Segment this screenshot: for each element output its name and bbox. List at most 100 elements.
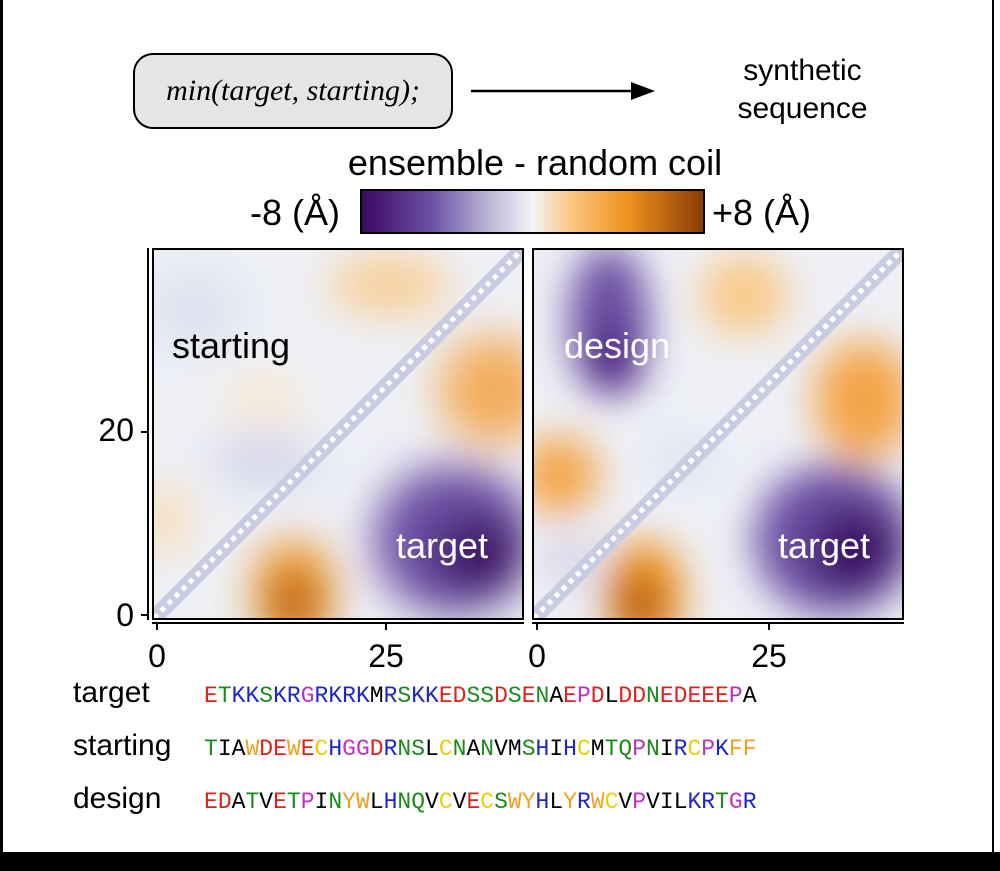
residue: R [673, 736, 688, 762]
x-axis-line-right [532, 622, 904, 624]
function-call-box: min(target, starting); [133, 53, 453, 129]
heatmap-design-target: design target [532, 248, 904, 620]
residue: S [507, 683, 522, 709]
residue: R [342, 683, 356, 709]
residue: E [715, 683, 729, 709]
residue: M [369, 683, 384, 709]
synthetic-sequence-label: synthetic sequence [700, 52, 905, 128]
residue: M [507, 736, 522, 762]
residue: D [590, 683, 605, 709]
residue: A [466, 736, 481, 762]
residue: I [549, 736, 564, 762]
residue: M [590, 736, 605, 762]
residue: Q [411, 789, 425, 815]
residue: K [715, 736, 729, 762]
residue: E [204, 683, 218, 709]
residue: F [728, 736, 743, 762]
residue: P [576, 683, 591, 709]
label-target-left: target [396, 525, 489, 566]
arrow-right-icon [471, 82, 655, 100]
residue: E [300, 736, 315, 762]
residue: L [673, 789, 688, 815]
colorbar-title: ensemble - random coil [347, 142, 723, 183]
residue: K [231, 683, 246, 709]
residue: I [659, 736, 674, 762]
residue: C [687, 736, 702, 762]
residue: R [701, 789, 716, 815]
residue: R [314, 683, 329, 709]
residue: K [273, 683, 287, 709]
residue: D [369, 736, 384, 762]
x-tick-right-25 [768, 622, 770, 630]
residue: Q [618, 736, 633, 762]
label-starting: starting [172, 325, 291, 366]
residue: V [425, 789, 439, 815]
residue: C [604, 789, 619, 815]
residue: W [590, 789, 605, 815]
residue: E [273, 789, 287, 815]
residue: E [659, 683, 674, 709]
residue: N [535, 683, 550, 709]
residue: D [673, 683, 688, 709]
colorbar-min-label: -8 (Å) [250, 192, 340, 233]
residue: N [397, 736, 412, 762]
residue: S [494, 789, 508, 815]
residue: C [480, 789, 495, 815]
seq-text-design: EDATVETPINYWLHNQVCVECSWYHLYRWCVPVILKRTGR [204, 789, 757, 815]
residue: E [438, 683, 453, 709]
residue: C [438, 736, 453, 762]
residue: R [286, 683, 301, 709]
residue: W [245, 736, 260, 762]
residue: C [314, 736, 329, 762]
residue: N [397, 789, 412, 815]
residue: S [466, 683, 481, 709]
residue: A [231, 789, 246, 815]
heatmap-left-canvas [154, 250, 522, 618]
colorbar-max-label: +8 (Å) [712, 192, 812, 233]
residue: N [646, 683, 660, 709]
residue: V [259, 789, 274, 815]
residue: D [618, 683, 633, 709]
heatmap-right-canvas [534, 250, 902, 618]
residue: D [259, 736, 274, 762]
residue: K [355, 683, 370, 709]
x-tick-right-0 [536, 622, 538, 630]
residue: P [300, 789, 315, 815]
residue: E [466, 789, 481, 815]
residue: K [425, 683, 439, 709]
seq-text-starting: TIAWDEWECHGGDRNSLCNANVMSHIHCMTQPNIRCPKFF [204, 736, 757, 762]
residue: L [369, 789, 384, 815]
residue: T [204, 736, 218, 762]
residue: E [563, 683, 577, 709]
residue: A [549, 683, 564, 709]
label-target-right: target [778, 525, 871, 566]
residue: D [452, 683, 467, 709]
residue: H [563, 736, 577, 762]
residue: V [452, 789, 467, 815]
residue: K [328, 683, 343, 709]
residue: W [286, 736, 301, 762]
residue: G [342, 736, 356, 762]
residue: E [204, 789, 218, 815]
function-call-text: min(target, starting); [166, 74, 420, 107]
seq-text-target: ETKKSKRGRKRKMRSKKEDSSDSENAEPDLDDNEDEEEPA [204, 683, 757, 709]
residue: H [383, 789, 398, 815]
x-tick-label-left-0: 0 [148, 638, 166, 674]
residue: R [383, 683, 398, 709]
residue: I [314, 789, 329, 815]
residue: S [480, 683, 495, 709]
seq-label-target: target [73, 676, 150, 709]
residue: R [576, 789, 591, 815]
synthetic-line-2: sequence [737, 92, 868, 125]
residue: D [494, 683, 508, 709]
synthetic-line-1: synthetic [743, 54, 862, 87]
residue: T [715, 789, 729, 815]
residue: V [494, 736, 508, 762]
residue: I [217, 736, 232, 762]
residue: G [300, 683, 315, 709]
residue: C [576, 736, 591, 762]
residue: S [521, 736, 536, 762]
y-tick-20 [141, 431, 149, 433]
residue: L [604, 683, 619, 709]
frame-right-border [992, 0, 994, 852]
